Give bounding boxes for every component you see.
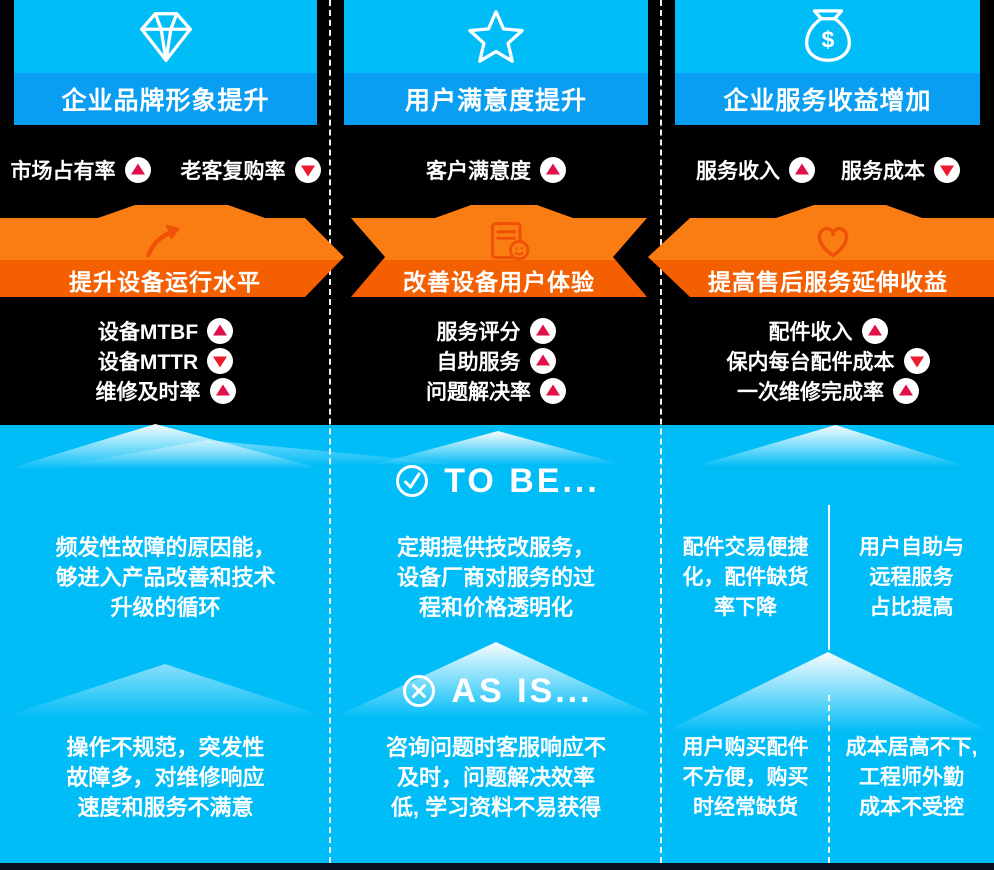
metric-label: 老客复购率	[180, 160, 286, 183]
banner-label: 提升设备运行水平	[69, 269, 261, 295]
column3-sub-divider-tobe	[828, 505, 830, 650]
check-circle-icon	[394, 463, 430, 499]
money-bag-icon: $	[675, 0, 980, 73]
top-metrics-satisfaction: 客户满意度	[331, 156, 661, 184]
asis-label: AS IS...	[451, 671, 593, 710]
metric-label: 设备MTTR	[97, 351, 199, 374]
trend-down-icon	[207, 348, 234, 374]
svg-text:$: $	[821, 26, 834, 52]
trend-up-icon	[124, 157, 151, 183]
metric: 客户满意度	[426, 155, 566, 185]
metric-label: 一次维修完成率	[737, 381, 884, 404]
metric-row: 一次维修完成率	[662, 377, 994, 405]
metric-label: 维修及时率	[95, 381, 201, 404]
heart-icon	[811, 218, 855, 267]
footer-bar	[0, 863, 994, 870]
metric: 老客复购率	[181, 155, 321, 185]
metric-label: 客户满意度	[426, 160, 531, 183]
trend-down-icon	[903, 348, 930, 374]
metric-label: 服务收入	[696, 160, 780, 183]
tobe-text-selfservice: 用户自助与 远程服务 占比提高	[859, 536, 964, 619]
x-circle-icon	[401, 673, 437, 709]
tobe-label: TO BE...	[444, 461, 600, 500]
metric-row: 服务评分	[331, 317, 661, 345]
trend-up-icon	[529, 318, 556, 344]
top-metrics-brand: 市场占有率 老客复购率	[0, 156, 331, 184]
metric-label: 设备MTBF	[97, 321, 199, 344]
metric-row: 保内每台配件成本	[662, 347, 994, 375]
asis-text-satisfaction: 咨询问题时客服响应不 及时，问题解决效率 低, 学习资料不易获得	[385, 735, 606, 820]
column-divider-2	[660, 0, 662, 863]
metric-row: 自助服务	[331, 347, 661, 375]
metric-label: 服务成本	[841, 160, 925, 183]
trend-up-icon	[893, 378, 919, 404]
metric-row: 设备MTTR	[0, 347, 331, 375]
header-card-revenue: $ 企业服务收益增加	[675, 0, 980, 125]
asis-text-brand: 操作不规范，突发性 故障多，对维修响应 速度和服务不满意	[66, 735, 265, 820]
metric-label: 市场占有率	[10, 160, 116, 183]
banner-label: 提高售后服务延伸收益	[708, 269, 948, 295]
trend-down-icon	[294, 157, 321, 183]
banner-label: 改善设备用户体验	[403, 269, 595, 295]
trend-down-icon	[934, 157, 960, 183]
metric-row: 维修及时率	[0, 377, 331, 405]
trend-up-icon	[209, 378, 236, 404]
header-card-brand: 企业品牌形象提升	[14, 0, 317, 125]
metric-label: 配件收入	[768, 321, 853, 344]
trend-up-icon	[540, 157, 566, 183]
column-title: 企业服务收益增加	[675, 73, 980, 125]
metric-row: 配件收入	[662, 317, 994, 345]
metric: 服务收入	[696, 155, 815, 185]
tobe-heading: TO BE...	[0, 458, 994, 504]
column-title: 企业品牌形象提升	[14, 73, 317, 125]
metric-row: 问题解决率	[331, 377, 661, 405]
rising-arrow-icon	[141, 219, 185, 264]
metric-row: 设备MTBF	[0, 317, 331, 345]
diamond-icon	[14, 0, 317, 73]
asis-heading: AS IS...	[0, 668, 994, 714]
metric-label: 自助服务	[436, 351, 521, 374]
column3-sub-divider-asis	[828, 695, 830, 863]
banner-equipment-operation: 提升设备运行水平	[0, 205, 344, 297]
trend-up-icon	[861, 318, 888, 344]
tobe-text-parts: 配件交易便捷 化，配件缺货 率下降	[682, 536, 809, 619]
metric: 市场占有率	[11, 155, 151, 185]
asis-text-parts: 用户购买配件 不方便，购买 时经常缺货	[682, 736, 809, 819]
star-icon	[344, 0, 648, 73]
banner-user-experience: 改善设备用户体验	[351, 205, 647, 297]
tobe-text-brand: 频发性故障的原因能， 够进入产品改善和技术 升级的循环	[55, 535, 276, 620]
metric-label: 保内每台配件成本	[726, 351, 895, 374]
metric-label: 服务评分	[436, 321, 521, 344]
metric-label: 问题解决率	[426, 381, 531, 404]
top-metrics-revenue: 服务收入 服务成本	[662, 156, 994, 184]
column-title: 用户满意度提升	[344, 73, 648, 125]
trend-up-icon	[789, 157, 815, 183]
feedback-form-icon	[488, 219, 532, 268]
asis-text-cost: 成本居高不下, 工程师外勤 成本不受控	[845, 736, 978, 819]
trend-up-icon	[207, 318, 234, 344]
banner-aftersales-revenue: 提高售后服务延伸收益	[648, 205, 994, 297]
metric: 服务成本	[841, 155, 960, 185]
header-card-satisfaction: 用户满意度提升	[344, 0, 648, 125]
trend-up-icon	[540, 378, 566, 404]
column-divider-1	[329, 0, 331, 863]
trend-up-icon	[529, 348, 556, 374]
tobe-text-satisfaction: 定期提供技改服务， 设备厂商对服务的过 程和价格透明化	[396, 535, 595, 620]
